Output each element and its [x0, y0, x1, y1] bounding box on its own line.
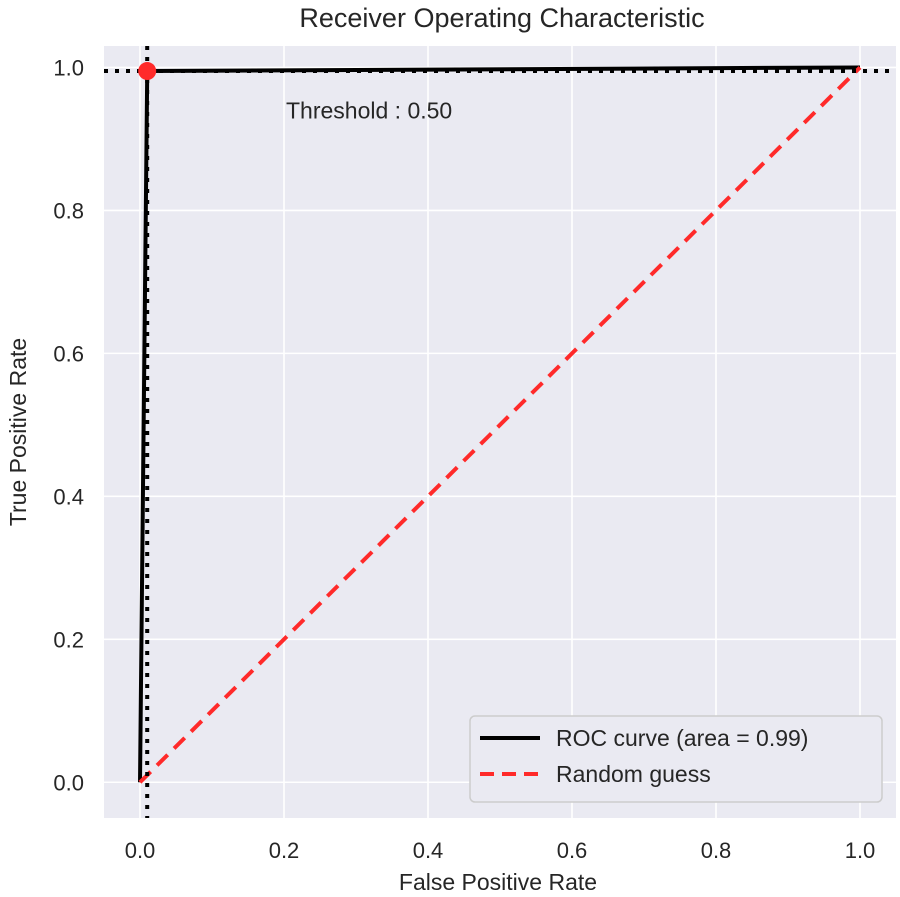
x-tick-label: 0.8 — [701, 838, 732, 863]
y-tick-labels: 0.0 0.2 0.4 0.6 0.8 1.0 — [53, 55, 84, 795]
threshold-annotation: Threshold : 0.50 — [286, 97, 452, 123]
legend-roc-label: ROC curve (area = 0.99) — [556, 725, 808, 751]
y-tick-label: 0.2 — [53, 627, 84, 652]
threshold-marker — [138, 62, 157, 81]
y-tick-label: 0.0 — [53, 770, 84, 795]
y-tick-label: 0.8 — [53, 198, 84, 223]
plot-area — [104, 46, 896, 818]
y-axis-label: True Positive Rate — [5, 338, 31, 526]
chart-title: Receiver Operating Characteristic — [299, 3, 704, 33]
grid-lines — [104, 46, 896, 818]
y-tick-label: 1.0 — [53, 55, 84, 80]
x-tick-labels: 0.0 0.2 0.4 0.6 0.8 1.0 — [125, 838, 876, 863]
random-guess-line — [138, 66, 862, 784]
reference-lines — [104, 46, 896, 818]
y-tick-label: 0.6 — [53, 341, 84, 366]
legend-random-label: Random guess — [556, 761, 711, 787]
x-tick-label: 0.4 — [413, 838, 444, 863]
x-tick-label: 0.6 — [557, 838, 588, 863]
legend-box — [469, 715, 883, 803]
x-axis-label: False Positive Rate — [399, 869, 597, 895]
legend: ROC curve (area = 0.99) Random guess — [469, 715, 883, 803]
x-tick-label: 1.0 — [845, 838, 876, 863]
x-tick-label: 0.2 — [269, 838, 300, 863]
y-tick-label: 0.4 — [53, 484, 84, 509]
x-tick-label: 0.0 — [125, 838, 156, 863]
